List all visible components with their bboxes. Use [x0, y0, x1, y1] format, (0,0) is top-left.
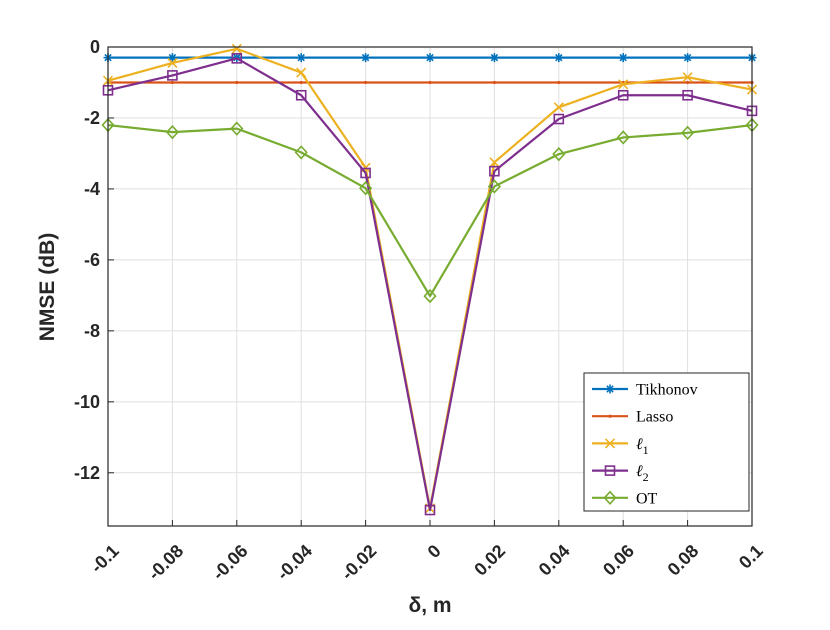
data-point — [616, 130, 630, 145]
data-point — [230, 121, 244, 136]
data-point — [360, 167, 371, 179]
data-point — [604, 465, 616, 476]
x-tick-label: -0.02 — [337, 541, 380, 584]
data-point — [296, 67, 307, 78]
data-point — [425, 53, 435, 63]
data-point — [489, 165, 500, 177]
data-point — [489, 53, 499, 63]
series-4 — [101, 117, 759, 304]
data-point — [231, 53, 243, 64]
x-tick-label: -0.08 — [144, 541, 187, 584]
data-point — [605, 384, 615, 394]
x-tick-label: -0.06 — [208, 541, 251, 584]
data-point — [682, 89, 693, 101]
y-tick-label: -6 — [84, 250, 100, 270]
legend-entry: Tikhonov — [592, 382, 698, 399]
y-tick-label: -10 — [74, 392, 100, 412]
legend-label: ℓ2 — [636, 463, 649, 484]
x-tick-label: 0.02 — [470, 541, 509, 580]
data-point — [682, 72, 693, 83]
data-point — [603, 490, 617, 505]
legend-entry: Lasso — [592, 409, 673, 426]
data-point — [618, 79, 629, 90]
series-line — [107, 123, 753, 298]
x-tick-label: 0.04 — [535, 541, 574, 580]
data-point — [359, 181, 373, 196]
legend-entry: OT — [592, 490, 658, 507]
data-point — [617, 89, 629, 101]
x-tick-label: 0.1 — [735, 541, 767, 573]
data-point — [299, 80, 303, 85]
data-point — [296, 53, 306, 63]
legend: Tikhonov Lasso ℓ1 ℓ2 OT — [583, 372, 750, 512]
legend-label: Lasso — [636, 409, 673, 426]
data-point — [604, 438, 616, 449]
y-tick-label: -8 — [84, 321, 100, 341]
y-tick-label: -4 — [84, 179, 100, 199]
data-point — [294, 145, 308, 160]
data-point — [424, 504, 436, 516]
data-point — [231, 43, 242, 54]
y-tick-label: 0 — [90, 37, 100, 57]
data-point — [553, 102, 564, 113]
series-line — [107, 57, 753, 512]
x-axis-title: δ, m — [408, 594, 451, 617]
x-tick-label: 0.08 — [664, 541, 703, 580]
x-tick-label: 0 — [424, 541, 445, 562]
data-point — [167, 70, 178, 81]
legend-entry: ℓ1 — [592, 436, 649, 457]
data-point — [557, 80, 561, 85]
legend-label: OT — [636, 490, 658, 507]
data-point — [295, 89, 307, 101]
legend-label: Tikhonov — [636, 382, 698, 399]
data-point — [170, 80, 174, 85]
data-point — [364, 80, 368, 85]
data-point — [428, 80, 432, 85]
data-point — [165, 124, 179, 140]
data-point — [554, 53, 564, 63]
data-point — [361, 53, 371, 63]
x-tick-label: -0.04 — [273, 541, 316, 584]
data-point — [686, 80, 690, 85]
legend-entry: ℓ2 — [592, 463, 649, 484]
y-tick-label: -12 — [74, 463, 100, 483]
data-point — [423, 288, 437, 304]
y-tick-label: -2 — [84, 108, 100, 128]
data-point — [552, 146, 566, 162]
data-point — [681, 125, 695, 141]
data-point — [492, 80, 496, 85]
data-point — [235, 80, 239, 85]
data-point — [683, 53, 693, 63]
data-point — [487, 179, 501, 194]
series-layer — [101, 43, 759, 516]
data-point — [618, 53, 628, 63]
data-point — [167, 57, 178, 69]
x-tick-label: 0.06 — [599, 541, 638, 580]
legend-label: ℓ1 — [636, 436, 649, 457]
axis-ticks — [107, 46, 753, 526]
x-tick-label: -0.1 — [87, 541, 123, 577]
data-point — [608, 414, 612, 418]
data-point — [553, 113, 565, 125]
data-point — [489, 157, 500, 168]
y-axis-title: NMSE (dB) — [36, 233, 59, 342]
